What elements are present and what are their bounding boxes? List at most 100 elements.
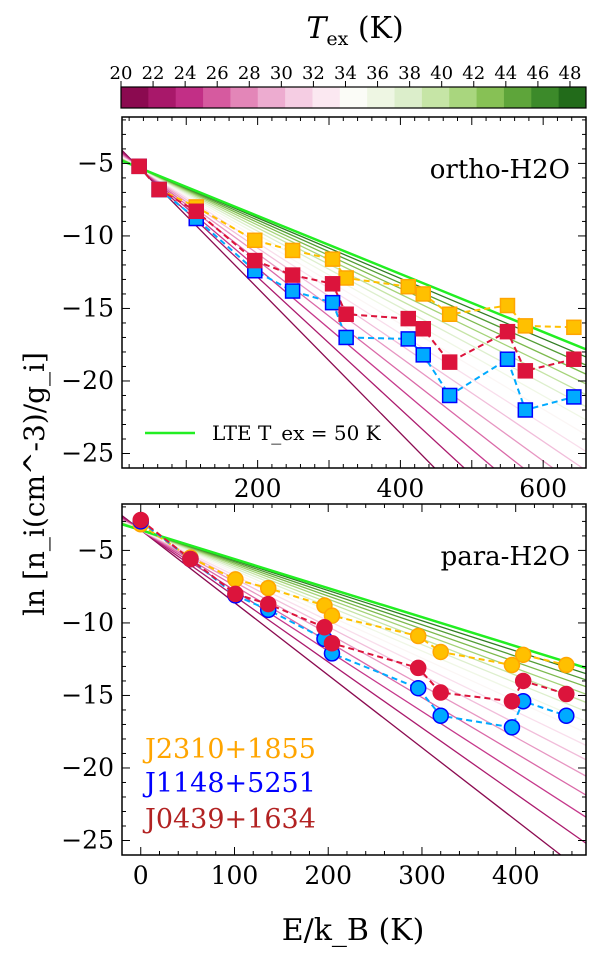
data-point <box>284 267 301 283</box>
colorbar-swatch <box>257 87 286 108</box>
colorbar-swatch <box>503 87 532 108</box>
y-tick-label: −10 <box>61 221 114 250</box>
colorbar-tick-label: 40 <box>430 63 453 84</box>
colorbar-swatch <box>230 87 259 108</box>
y-tick-label: −25 <box>61 825 114 854</box>
colorbar-swatch <box>476 87 505 108</box>
lte-line <box>122 523 586 670</box>
data-point <box>558 685 575 703</box>
colorbar-tick-label: 46 <box>526 63 549 84</box>
model-line <box>122 157 586 421</box>
colorbar-tick-label: 42 <box>462 63 485 84</box>
data-point <box>284 283 301 299</box>
colorbar-tick-label: 20 <box>110 63 133 84</box>
data-point <box>566 351 582 367</box>
model-line <box>122 521 586 723</box>
colorbar-swatch <box>312 87 341 108</box>
data-point <box>432 707 449 725</box>
colorbar-swatch <box>367 87 396 108</box>
colorbar-swatch <box>394 87 423 108</box>
data-point <box>409 659 427 677</box>
colorbar-label-main: T <box>306 11 328 46</box>
data-point <box>441 354 458 370</box>
colorbar-tick-label: 22 <box>142 63 165 84</box>
ortho-panel-label: ortho-H2O <box>430 155 570 185</box>
y-tick-label: −5 <box>77 535 114 564</box>
data-point <box>400 310 417 327</box>
y-axis-label: ln [n_i(cm^-3)/g_i] <box>18 352 51 616</box>
colorbar-label-unit: (K) <box>348 11 403 46</box>
data-point <box>517 318 534 334</box>
colorbar-tick-label: 32 <box>302 63 325 84</box>
colorbar-tick-label: 26 <box>206 63 229 84</box>
colorbar-tick-label: 28 <box>238 63 261 84</box>
data-point <box>247 252 263 269</box>
model-line <box>122 523 586 681</box>
model-line <box>122 521 586 713</box>
colorbar: 20 22 24 26 28 30 32 34 36 38 40 42 44 46 48 <box>110 63 587 109</box>
y-tick-label: −25 <box>61 438 114 467</box>
data-point <box>432 684 449 701</box>
data-point <box>227 571 244 588</box>
colorbar-swatch <box>285 87 313 108</box>
y-tick-label: −20 <box>61 366 114 395</box>
data-point <box>182 550 199 568</box>
data-point <box>324 294 341 311</box>
data-point <box>503 656 521 674</box>
x-tick-label: 400 <box>492 861 540 890</box>
data-point <box>566 319 582 336</box>
data-point <box>324 251 341 267</box>
data-point <box>259 595 277 613</box>
model-line <box>122 517 586 818</box>
colorbar-label: Tex (K) <box>306 11 403 50</box>
colorbar-tick-label: 48 <box>559 63 582 84</box>
colorbar-label-sub: ex <box>326 28 348 50</box>
data-point <box>400 331 417 347</box>
colorbar-frame <box>120 86 587 109</box>
x-tick-label: 100 <box>211 861 259 890</box>
ortho-panel: 200 400 600 −5 −10 −15 −20 −25 <box>61 116 587 503</box>
data-point <box>188 203 204 220</box>
colorbar-swatch <box>148 87 177 108</box>
colorbar-swatch <box>121 87 149 108</box>
model-line <box>122 515 562 855</box>
x-tick-label: 400 <box>377 474 425 503</box>
data-point <box>400 278 417 295</box>
data-point <box>503 719 521 736</box>
data-point <box>499 351 516 367</box>
model-line <box>122 158 586 408</box>
data-point <box>338 270 354 286</box>
para-panel: 0 100 200 300 400 −5 −10 −15 −20 −25 <box>61 503 587 890</box>
data-point <box>324 276 341 292</box>
model-line <box>122 149 436 468</box>
data-point <box>227 585 244 603</box>
data-point <box>151 181 167 198</box>
colorbar-swatch <box>558 87 587 108</box>
data-point <box>514 672 532 690</box>
model-line <box>122 159 586 375</box>
data-point <box>415 286 431 302</box>
plot-area <box>122 149 586 468</box>
colorbar-tick-label: 44 <box>494 63 517 84</box>
model-line <box>122 158 586 385</box>
data-point <box>415 321 431 337</box>
data-point <box>323 607 341 624</box>
para-panel-label: para-H2O <box>441 542 570 572</box>
y-tick-label: −5 <box>77 148 114 177</box>
data-point <box>517 402 534 418</box>
data-point <box>409 679 427 697</box>
colorbar-tick-label: 34 <box>334 63 357 84</box>
colorbar-tick-label: 36 <box>366 63 389 84</box>
data-point <box>259 579 277 597</box>
data-point <box>131 158 147 175</box>
model-line <box>122 156 586 436</box>
axes-frame <box>121 503 587 856</box>
colorbar-tick-label: 24 <box>174 63 197 84</box>
data-point <box>441 306 458 323</box>
colorbar-swatch <box>421 87 450 108</box>
colorbar-swatch <box>203 87 231 108</box>
colorbar-swatch <box>175 87 204 108</box>
colorbar-tick-label: 38 <box>398 63 421 84</box>
y-tick-label: −10 <box>61 608 114 637</box>
